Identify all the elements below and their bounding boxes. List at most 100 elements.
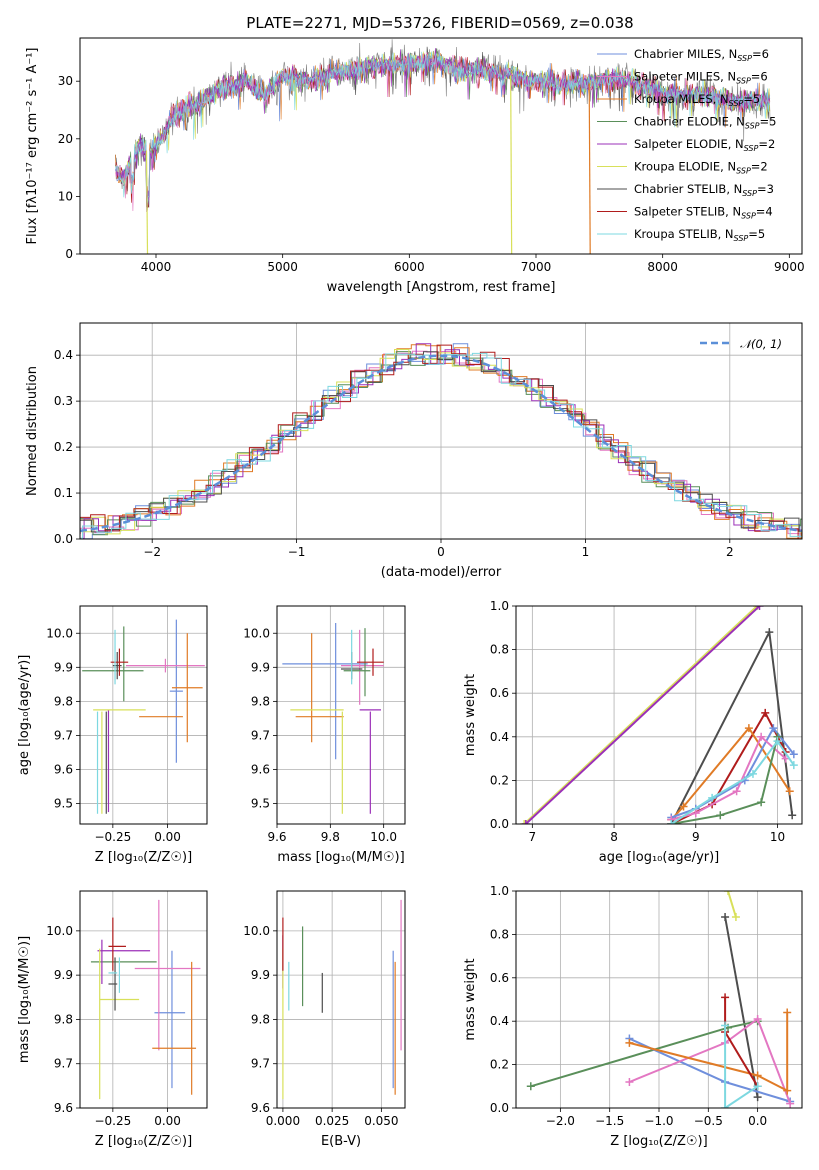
y-tick-label: 9.9 <box>251 660 270 674</box>
x-tick-label: 9.8 <box>321 830 340 844</box>
histogram-chabrier_stelib <box>80 351 802 533</box>
plot-area <box>516 891 802 1108</box>
normal-curve <box>80 354 802 533</box>
x-tick-label: −1 <box>288 545 306 559</box>
plot-area <box>277 606 405 824</box>
x-tick-label: −1.0 <box>644 1114 673 1128</box>
y-tick-label: 0.0 <box>54 532 73 546</box>
x-axis-label: Z [log₁₀(Z/Z☉)] <box>95 1134 192 1149</box>
weight-marker <box>757 798 766 807</box>
legend-entry: Kroupa MILES, NSSP=5 <box>634 92 760 108</box>
legend-text: =4 <box>756 205 773 219</box>
plot-area <box>80 606 207 824</box>
x-tick-label: 0.000 <box>266 1114 300 1128</box>
plot-area <box>115 39 771 254</box>
y-tick-label: 30 <box>58 74 73 88</box>
histogram-kroupa_stelib <box>80 352 802 539</box>
y-tick-label: 0.6 <box>490 686 509 700</box>
weight-marker <box>753 1093 762 1102</box>
weight-marker <box>783 1086 792 1095</box>
panel-weight_vs_Z: −2.0 −1.5 −1.0 −0.5 0.0 0.0 0.2 0.4 0.6 0.8 1.0 Z [… <box>463 884 803 1149</box>
legend-text: Kroupa ELODIE, N <box>634 160 736 174</box>
legend-entry: Kroupa STELIB, NSSP=5 <box>634 227 765 243</box>
weight-marker <box>788 811 797 820</box>
y-tick-label: 9.7 <box>54 1057 73 1071</box>
y-axis-label: mass [log₁₀(M/M☉)] <box>17 936 32 1063</box>
legend-text: =2 <box>758 137 775 151</box>
weight-marker <box>732 787 741 796</box>
legend-entry: Kroupa ELODIE, NSSP=2 <box>634 160 768 176</box>
legend-text: Salpeter STELIB, N <box>634 205 741 219</box>
legend-text: =3 <box>757 182 774 196</box>
y-tick-label: 9.8 <box>54 1012 73 1026</box>
legend-subscript: SSP <box>745 122 760 131</box>
axes-frame <box>79 322 803 540</box>
x-tick-label: 9000 <box>774 260 805 274</box>
weight-marker <box>667 820 676 824</box>
y-tick-label: 10.0 <box>46 924 73 938</box>
legend-subscript: SSP <box>742 189 757 198</box>
y-tick-label: 9.7 <box>251 728 270 742</box>
weight-marker <box>773 737 782 746</box>
weight-marker <box>625 1077 634 1086</box>
spectrum-drop-line <box>145 150 149 254</box>
axes-frame <box>276 605 406 825</box>
y-tick-label: 0.2 <box>54 440 73 454</box>
panel-mass_vs_Z: −0.25 0.00 9.6 9.7 9.8 9.9 10.0 Z [log₁₀(Z/Z☉)]… <box>17 890 208 1149</box>
y-axis-label: Flux [fλ10⁻¹⁷ erg cm⁻² s⁻¹ A⁻¹] <box>25 48 40 245</box>
weight-marker <box>748 769 757 778</box>
x-axis-label: mass [log₁₀(M/M☉)] <box>277 850 404 865</box>
legend-subscript: SSP <box>744 144 759 153</box>
axes-frame <box>515 605 803 825</box>
x-tick-label: −2 <box>143 545 161 559</box>
weight-line-kroupa_miles <box>629 1012 789 1093</box>
x-tick-label: 8000 <box>647 260 678 274</box>
x-tick-label: 0.00 <box>154 1114 181 1128</box>
histogram-kroupa_miles <box>80 344 802 539</box>
weight-line-salpeter_miles <box>671 735 787 821</box>
legend-text: Kroupa STELIB, N <box>634 227 734 241</box>
legend-subscript: SSP <box>736 167 751 176</box>
x-axis-label: wavelength [Angstrom, rest frame] <box>327 280 556 295</box>
x-tick-label: 2 <box>726 545 734 559</box>
axes-frame <box>79 37 803 255</box>
weight-marker <box>765 628 774 637</box>
y-tick-label: 0.4 <box>54 348 73 362</box>
legend-text: =2 <box>751 160 768 174</box>
y-tick-label: 9.8 <box>54 694 73 708</box>
x-tick-label: 1 <box>582 545 590 559</box>
legend-text: =6 <box>752 47 769 61</box>
y-tick-label: 9.8 <box>251 1012 270 1026</box>
y-axis-label: age [log₁₀(age/yr)] <box>17 655 32 776</box>
weight-marker <box>755 606 764 610</box>
x-tick-label: 4000 <box>141 260 172 274</box>
weight-line-salpeter_stelib <box>670 710 787 824</box>
y-tick-label: 0.2 <box>490 1058 509 1072</box>
plot-area <box>80 323 802 539</box>
weight-line-chabrier_stelib <box>724 916 759 1098</box>
weight-marker <box>789 761 798 770</box>
legend-entry: Chabrier MILES, NSSP=6 <box>634 47 769 63</box>
weight-marker <box>757 732 766 741</box>
weight-line-kroupa_miles <box>670 726 791 821</box>
x-tick-label: 0.025 <box>315 1114 349 1128</box>
weight-line-chabrier_elodie <box>671 736 779 824</box>
model-spectrum-salpeter_miles <box>115 52 771 212</box>
weight-marker <box>625 1038 634 1047</box>
x-tick-label: 0.0 <box>748 1114 767 1128</box>
weight-marker <box>520 820 529 824</box>
weight-marker <box>721 1104 730 1108</box>
y-tick-label: 0.1 <box>54 486 73 500</box>
legend-text: Chabrier STELIB, N <box>634 182 742 196</box>
legend-text: =5 <box>743 92 760 106</box>
spectrum-drop-line <box>510 75 513 254</box>
x-tick-label: 0 <box>437 545 445 559</box>
legend-text: =6 <box>751 70 768 84</box>
y-tick-label: 9.9 <box>251 968 270 982</box>
axes-frame <box>276 890 406 1109</box>
legend-text: Chabrier ELODIE, N <box>634 115 745 129</box>
histogram-salpeter_stelib <box>80 344 802 539</box>
legend-subscript: SSP <box>737 54 752 63</box>
